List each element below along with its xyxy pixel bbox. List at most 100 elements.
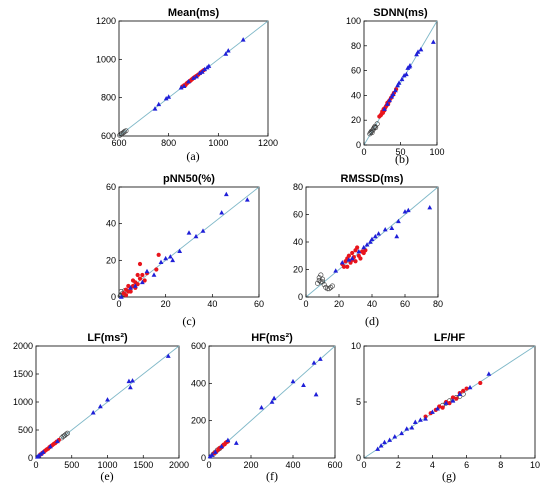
data-point-circle — [315, 280, 321, 286]
data-point-circle — [318, 272, 324, 278]
y-tick-label: 40 — [293, 237, 303, 247]
y-tick-label: 0 — [28, 453, 33, 463]
data-point-triangle — [430, 39, 436, 44]
data-point-triangle — [97, 403, 103, 409]
subplot-caption: (g) — [442, 469, 456, 483]
data-point-triangle — [193, 233, 199, 239]
data-point-triangle — [212, 449, 218, 454]
y-tick-label: 80 — [293, 182, 303, 192]
data-point-dot — [440, 405, 445, 410]
y-tick-label: 0 — [356, 140, 361, 150]
data-point-circle — [118, 131, 124, 137]
y-tick-label: 0 — [111, 292, 116, 302]
data-point-triangle — [233, 440, 239, 445]
data-point-triangle — [427, 205, 433, 210]
subplot-caption: (b) — [395, 152, 409, 166]
data-point-triangle — [486, 371, 492, 376]
x-tick-label: 2 — [396, 460, 401, 470]
data-point-triangle — [376, 231, 381, 236]
identity-line — [118, 186, 260, 298]
data-point-circle — [326, 286, 332, 292]
data-point-triangle — [414, 51, 419, 57]
y-tick-label: 600 — [101, 131, 116, 141]
data-point-triangle — [349, 255, 355, 261]
data-point-circle — [316, 277, 322, 283]
data-point-triangle — [457, 391, 463, 396]
y-tick-label: 40 — [351, 90, 361, 100]
data-point-dot — [464, 386, 469, 391]
data-point-triangle — [225, 48, 231, 53]
data-point-triangle — [390, 91, 396, 96]
data-point-triangle — [186, 230, 192, 235]
data-point-triangle — [412, 419, 418, 424]
data-point-dot — [140, 272, 145, 278]
data-point-circle — [328, 284, 334, 290]
data-point-dot — [154, 267, 159, 272]
x-tick-label: 2000 — [169, 460, 189, 470]
x-tick-label: 0 — [361, 147, 366, 157]
data-point-triangle — [177, 248, 183, 253]
data-point-dot — [358, 256, 363, 261]
x-tick-label: 500 — [64, 460, 79, 470]
data-point-triangle — [290, 378, 296, 384]
data-point-triangle — [372, 233, 378, 239]
data-point-circle — [374, 121, 380, 127]
data-point-circle — [371, 125, 377, 131]
data-point-triangle — [144, 268, 150, 274]
subplot-g: 0 2 4 6 8 10 0 5 10 LF/HF (g) — [351, 332, 540, 483]
data-point-triangle — [435, 406, 440, 411]
data-point-triangle — [165, 353, 171, 358]
data-point-triangle — [178, 85, 184, 90]
data-point-triangle — [396, 80, 402, 85]
data-point-triangle — [126, 378, 132, 384]
y-tick-label: 5 — [356, 397, 361, 407]
data-point-triangle — [443, 400, 449, 405]
y-tick-label: 600 — [191, 341, 206, 351]
data-point-triangle — [118, 294, 124, 299]
data-point-triangle — [163, 96, 169, 101]
data-point-circle — [63, 431, 69, 437]
data-point-triangle — [200, 228, 206, 233]
data-point-circle — [64, 430, 70, 436]
data-point-triangle — [392, 87, 398, 93]
data-point-circle — [370, 127, 376, 133]
data-point-triangle — [170, 257, 176, 263]
x-tick-label: 0 — [33, 460, 38, 470]
data-point-triangle — [271, 395, 277, 401]
y-tick-label: 500 — [18, 425, 33, 435]
subplot-caption: (a) — [186, 149, 199, 163]
data-point-circle — [329, 283, 335, 289]
y-tick-label: 200 — [191, 416, 206, 426]
x-tick-label: 0 — [303, 299, 308, 309]
data-point-triangle — [139, 279, 145, 285]
data-point-triangle — [378, 443, 384, 448]
data-point-triangle — [130, 378, 135, 383]
data-point-triangle — [206, 63, 212, 68]
data-point-circle — [321, 282, 327, 288]
data-point-circle — [316, 275, 322, 281]
data-point-triangle — [407, 63, 413, 68]
data-point-triangle — [384, 101, 390, 106]
x-tick-label: 20 — [334, 299, 344, 309]
x-tick-label: 600 — [327, 460, 342, 470]
subplot-title: SDNN(ms) — [373, 7, 428, 19]
data-point-triangle — [301, 382, 306, 387]
x-tick-label: 1000 — [208, 138, 228, 148]
data-point-triangle — [387, 97, 392, 103]
data-point-triangle — [244, 197, 250, 202]
data-point-dot — [135, 282, 140, 287]
data-point-triangle — [375, 446, 381, 451]
data-point-triangle — [405, 207, 411, 213]
y-tick-label: 1000 — [13, 397, 33, 407]
y-tick-label: 1500 — [13, 369, 33, 379]
data-point-triangle — [202, 66, 208, 72]
data-point-triangle — [90, 410, 96, 415]
data-point-triangle — [36, 453, 42, 458]
subplot-title: HF(ms²) — [251, 332, 293, 344]
y-tick-label: 60 — [106, 182, 116, 192]
y-tick-label: 60 — [293, 210, 303, 220]
data-point-triangle — [394, 233, 400, 239]
data-point-triangle — [361, 244, 367, 250]
subplot-title: LF(ms²) — [87, 332, 128, 344]
